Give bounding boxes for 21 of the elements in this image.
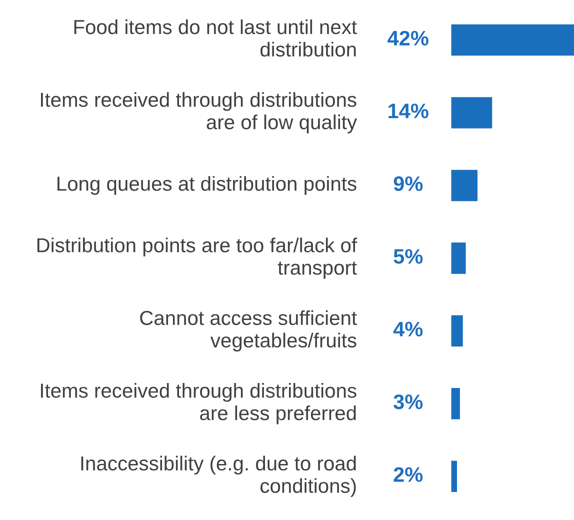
y-tick-label: Long queues at distribution points: [58, 176, 356, 195]
bar: [451, 97, 492, 128]
bar: [451, 242, 466, 274]
data-label: 9%: [394, 176, 423, 192]
data-label: 5%: [394, 249, 423, 264]
data-label: 2%: [394, 467, 423, 482]
y-tick-label: Food items do not last until next distribution: [74, 19, 357, 57]
data-label: 4%: [393, 322, 423, 336]
bar: [451, 388, 460, 420]
y-tick-label: Items received through distributions are less preferred: [41, 383, 356, 424]
bar: [451, 315, 463, 347]
y-tick-label: Inaccessibility (e.g. due to road conditions): [81, 456, 356, 497]
bar: [451, 170, 478, 202]
y-tick-label: Cannot access sufficient vegetables/fruits: [140, 310, 357, 352]
data-label: 42%: [388, 30, 428, 46]
y-tick-label: Items received through distributions are of low quality: [41, 92, 357, 134]
bar: [451, 460, 458, 492]
y-tick-label: Distribution points are too far/lack of transport: [37, 238, 358, 279]
data-label: 14%: [388, 104, 428, 118]
data-label: 3%: [394, 394, 423, 410]
bar: [451, 24, 574, 56]
